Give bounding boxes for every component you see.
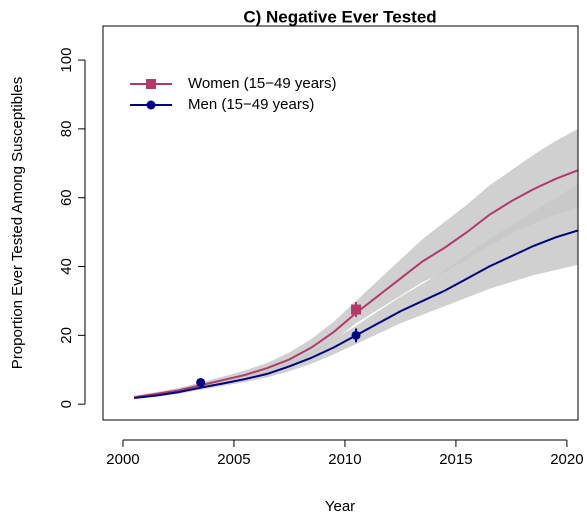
y-tick-label: 20 bbox=[58, 327, 75, 344]
legend-marker bbox=[146, 79, 156, 89]
y-tick-label: 60 bbox=[58, 189, 75, 206]
x-axis-label: Year bbox=[325, 498, 355, 515]
y-tick-label: 80 bbox=[58, 121, 75, 138]
x-tick-label: 2010 bbox=[328, 451, 361, 468]
chart-title: C) Negative Ever Tested bbox=[243, 7, 436, 26]
legend-marker bbox=[146, 100, 156, 110]
plot-frame bbox=[102, 25, 579, 421]
x-tick-label: 2005 bbox=[217, 451, 250, 468]
data-point bbox=[351, 304, 362, 315]
y-tick-label: 40 bbox=[58, 258, 75, 275]
legend-label: Men (15−49 years) bbox=[188, 96, 314, 113]
data-point bbox=[196, 377, 206, 387]
x-tick-label: 2020 bbox=[550, 451, 583, 468]
data-point bbox=[351, 330, 361, 340]
x-tick-label: 2015 bbox=[439, 451, 472, 468]
y-axis-label: Proportion Ever Tested Among Susceptible… bbox=[9, 77, 26, 369]
y-tick-label: 0 bbox=[58, 400, 75, 408]
y-tick-label: 100 bbox=[58, 48, 75, 73]
confidence-band bbox=[134, 128, 578, 399]
legend-label: Women (15−49 years) bbox=[188, 75, 337, 92]
x-tick-label: 2000 bbox=[106, 451, 139, 468]
